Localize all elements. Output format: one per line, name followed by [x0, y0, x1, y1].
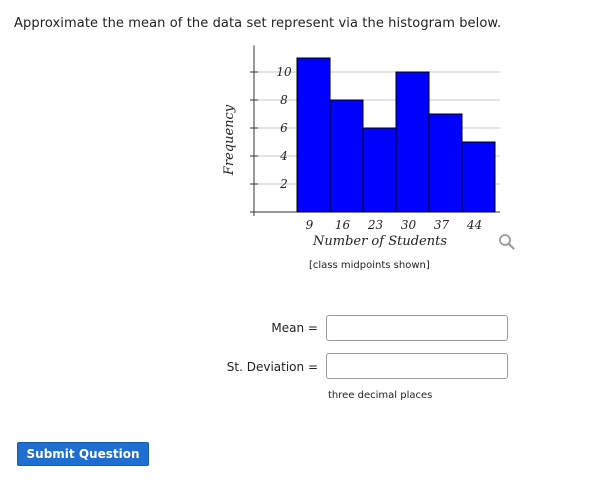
histogram-bar — [362, 127, 397, 213]
y-tick-label: 10 — [276, 65, 292, 79]
class-midpoints-note: [class midpoints shown] — [309, 260, 430, 271]
histogram-bar — [296, 57, 331, 213]
x-tick-label: 16 — [335, 218, 351, 232]
histogram-bar — [461, 141, 496, 213]
x-tick-label: 9 — [306, 218, 314, 232]
mean-label: Mean = — [271, 321, 318, 335]
y-tick-label: 2 — [279, 177, 288, 191]
y-tick-label: 8 — [280, 93, 288, 107]
question-text: Approximate the mean of the data set rep… — [14, 16, 502, 31]
histogram-bar — [329, 99, 364, 213]
x-tick-label: 30 — [401, 218, 417, 232]
y-tick-label: 4 — [279, 149, 288, 163]
x-axis-title: Number of Students — [312, 234, 447, 249]
decimal-places-hint: three decimal places — [328, 390, 433, 401]
submit-question-button[interactable]: Submit Question — [17, 442, 149, 466]
x-tick-label: 23 — [367, 218, 384, 232]
histogram-bar — [395, 71, 430, 213]
histogram-svg: 2 4 6 8 10 9 16 23 30 37 44 Number of Students Frequ… — [222, 45, 500, 249]
histogram-bar — [428, 113, 463, 213]
x-tick-label: 37 — [434, 218, 450, 232]
histogram: 2 4 6 8 10 9 16 23 30 37 44 Number of Students Frequ… — [222, 45, 500, 249]
mean-input[interactable] — [326, 315, 508, 341]
y-tick-label: 6 — [280, 121, 288, 135]
x-tick-label: 44 — [466, 218, 482, 232]
magnifier-icon[interactable] — [498, 233, 516, 251]
y-axis-title: Frequency — [222, 104, 237, 176]
st-deviation-label: St. Deviation = — [226, 360, 318, 374]
st-deviation-input[interactable] — [326, 353, 508, 379]
